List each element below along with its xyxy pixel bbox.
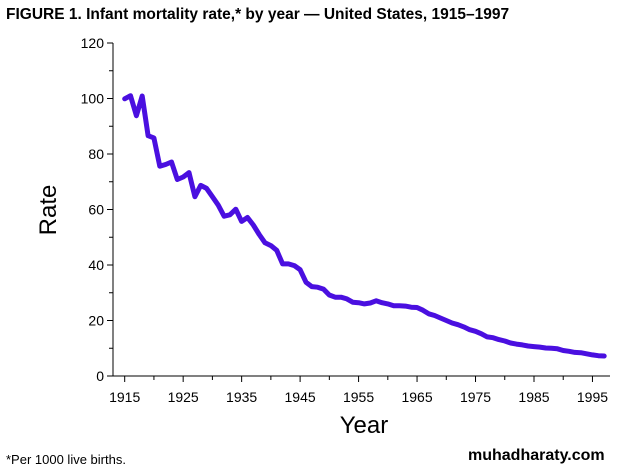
y-tick-label: 120	[81, 35, 105, 51]
watermark-text: muhadharaty.com	[468, 447, 605, 464]
x-tick-label: 1945	[285, 389, 316, 405]
x-axis-title: Year	[340, 412, 389, 439]
x-tick-label: 1915	[109, 389, 140, 405]
y-tick-label: 100	[81, 91, 105, 107]
y-axis-title: Rate	[35, 185, 62, 236]
x-tick-label: 1955	[343, 389, 374, 405]
chart-title: FIGURE 1. Infant mortality rate,* by yea…	[6, 6, 510, 23]
y-tick-label: 80	[88, 146, 104, 162]
series-line-infant-mortality	[122, 93, 607, 359]
y-tick-label: 20	[88, 313, 104, 329]
footnote: *Per 1000 live births.	[6, 452, 126, 467]
x-tick-label: 1985	[518, 389, 549, 405]
x-tick-label: 1965	[401, 389, 432, 405]
y-tick-label: 0	[96, 368, 104, 384]
x-axis-ticks: 1915 1925 1935 1945 1955 1965 1975 1985 1995	[109, 376, 608, 405]
y-axis-ticks: 0 20 40 60 80 100 120	[81, 35, 113, 384]
x-tick-label: 1925	[168, 389, 199, 405]
x-tick-label: 1935	[226, 389, 257, 405]
x-tick-label: 1995	[577, 389, 608, 405]
x-tick-label: 1975	[460, 389, 491, 405]
y-tick-label: 60	[88, 202, 104, 218]
y-tick-label: 40	[88, 257, 104, 273]
